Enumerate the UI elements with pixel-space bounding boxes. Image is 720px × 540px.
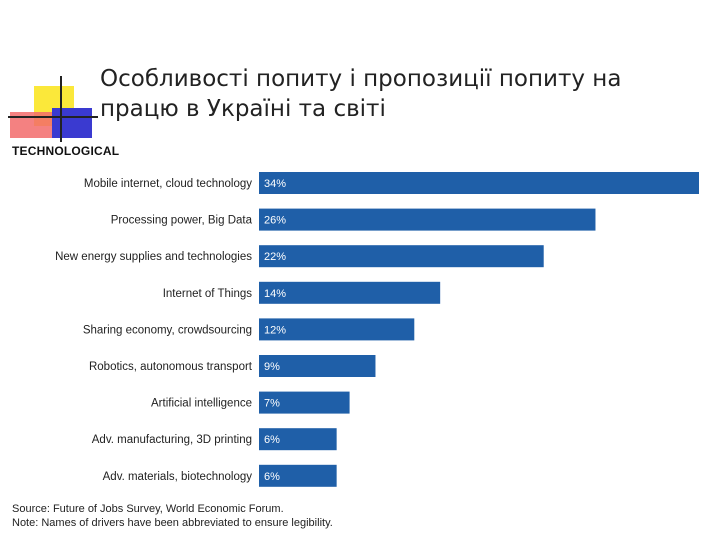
value-label-2: 26%	[264, 215, 286, 227]
category-label-1: Mobile internet, cloud technology	[84, 178, 252, 190]
bar-4	[259, 281, 441, 304]
decor-horizontal-line	[8, 116, 98, 118]
value-label-3: 22%	[264, 251, 286, 263]
value-label-4: 14%	[264, 288, 286, 300]
category-label-3: New energy supplies and technologies	[55, 251, 252, 263]
bar-1	[259, 172, 699, 194]
value-label-8: 6%	[264, 434, 280, 446]
bar-3	[259, 245, 544, 268]
value-label-7: 7%	[264, 398, 280, 410]
decor-vertical-line	[60, 76, 62, 142]
category-label-6: Robotics, autonomous transport	[89, 361, 253, 373]
value-label-1: 34%	[264, 178, 286, 190]
category-label-2: Processing power, Big Data	[111, 215, 253, 227]
bar-8	[259, 428, 337, 451]
category-label-8: Adv. manufacturing, 3D printing	[92, 434, 252, 446]
category-label-4: Internet of Things	[163, 288, 253, 300]
category-label-7: Artificial intelligence	[151, 398, 252, 410]
bar-7	[259, 391, 350, 414]
value-label-6: 9%	[264, 361, 280, 373]
category-label-9: Adv. materials, biotechnology	[103, 471, 253, 483]
bar-9	[259, 464, 337, 487]
source-note: Source: Future of Jobs Survey, World Eco…	[12, 503, 284, 515]
bar-6	[259, 355, 376, 377]
value-label-5: 12%	[264, 324, 286, 336]
bar-5	[259, 318, 415, 341]
value-label-9: 6%	[264, 471, 280, 483]
abbreviation-note: Note: Names of drivers have been abbrevi…	[12, 517, 333, 529]
bar-2	[259, 208, 596, 231]
bar-chart: Mobile internet, cloud technology 34% Proc…	[55, 172, 699, 487]
decor-blue-square	[52, 108, 92, 138]
category-label-5: Sharing economy, crowdsourcing	[83, 324, 252, 336]
slide-title: Особливості попиту і пропозиції попиту н…	[100, 66, 622, 122]
chart-title: TECHNOLOGICAL	[12, 144, 120, 158]
